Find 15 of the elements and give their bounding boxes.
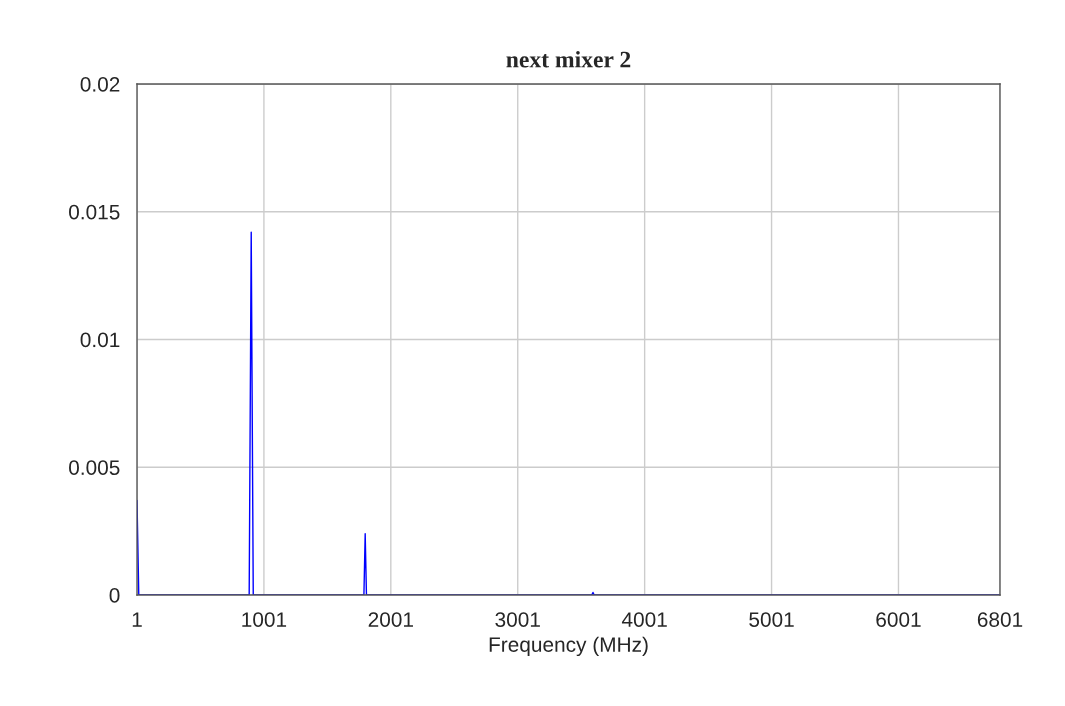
y-tick-label: 0.015 [69,204,120,220]
y-tick-label: 0.005 [69,460,120,475]
x-tick-label: 4001 [621,612,667,627]
y-tick-label: 0.02 [80,77,120,92]
x-tick-label: 1001 [242,612,287,627]
x-tick-label: 2001 [368,612,413,627]
x-axis-title: Frequency (MHz) [489,636,648,657]
y-tick-label: 0 [109,588,120,603]
x-tick-label: 5001 [749,612,794,627]
x-tick-label: 6801 [977,612,1023,627]
y-tick-label: 0.01 [80,332,120,348]
chart-title: next mixer 2 [506,50,631,68]
x-tick-label: 1 [132,612,142,627]
x-tick-label: 6001 [876,612,921,627]
x-tick-label: 3001 [495,612,540,627]
